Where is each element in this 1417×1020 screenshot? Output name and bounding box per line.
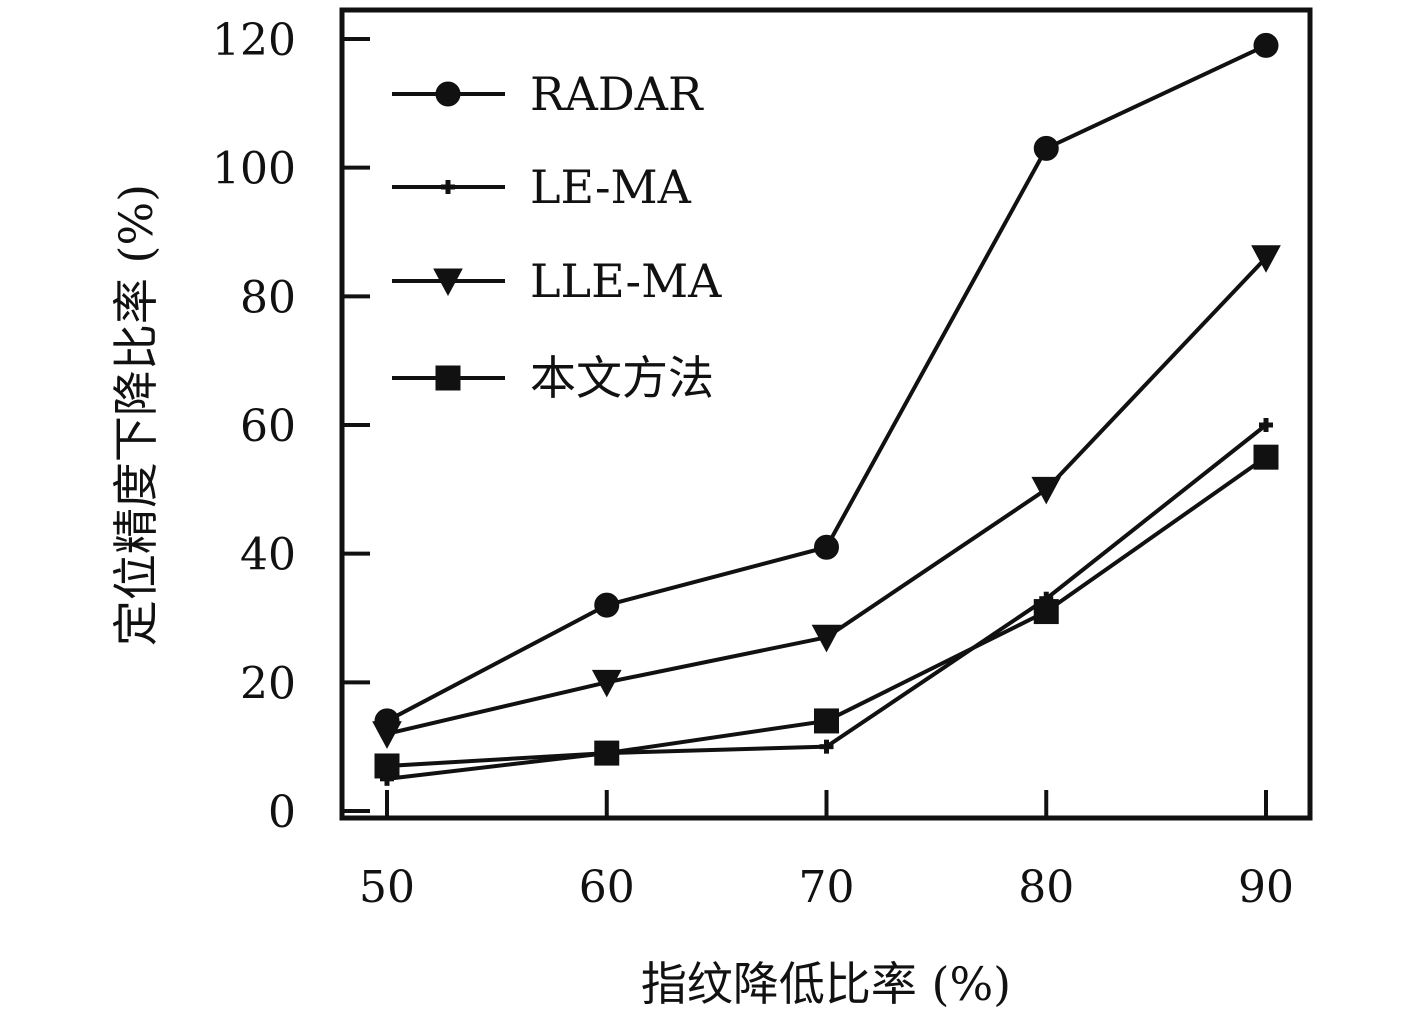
legend-marker [435, 81, 461, 107]
y-tick-label: 80 [240, 272, 296, 323]
data-point [1033, 599, 1059, 625]
x-axis: 50 60 70 80 90 [359, 790, 1294, 913]
series-line [386, 43, 1267, 723]
data-point [814, 708, 839, 734]
data-point [1253, 32, 1279, 58]
legend-label: LLE-MA [530, 254, 722, 308]
legend-item: RADAR [392, 67, 704, 121]
legend-marker [441, 180, 455, 194]
series-layer [372, 32, 1281, 786]
series-2 [372, 245, 1281, 749]
data-point [1031, 476, 1062, 505]
plot-frame [339, 7, 1313, 821]
legend-item: 本文方法 [392, 351, 714, 405]
legend-item: LLE-MA [392, 254, 722, 308]
series-0 [374, 32, 1279, 734]
legend-item: LE-MA [392, 160, 692, 214]
y-tick-label: 40 [240, 530, 296, 581]
legend-marker [435, 365, 461, 391]
data-point [594, 740, 620, 766]
series-3 [374, 444, 1279, 779]
x-tick-label: 70 [799, 862, 855, 913]
data-point [1251, 245, 1281, 273]
y-axis: 0 20 40 60 80 100 120 [212, 15, 370, 838]
legend-marker [433, 268, 463, 297]
data-point [374, 753, 400, 779]
data-point [594, 592, 620, 618]
data-point [1259, 418, 1273, 432]
x-tick-label: 50 [359, 862, 415, 913]
x-tick-label: 80 [1018, 862, 1074, 913]
y-tick-label: 100 [212, 144, 296, 195]
data-point [1253, 444, 1279, 470]
series-line [386, 256, 1268, 736]
data-point [591, 669, 622, 698]
x-tick-label: 90 [1238, 862, 1294, 913]
data-point [372, 721, 402, 749]
y-tick-label: 120 [212, 15, 296, 66]
data-point [1033, 135, 1059, 161]
x-axis-label: 指纹降低比率 (%) [641, 957, 1011, 1011]
y-tick-label: 60 [240, 401, 296, 452]
y-tick-label: 0 [268, 787, 296, 838]
data-point [811, 624, 842, 653]
x-tick-label: 60 [579, 862, 635, 913]
y-axis-label: 定位精度下降比率 (%) [109, 184, 163, 646]
legend-label: LE-MA [530, 160, 692, 214]
data-point [814, 534, 839, 560]
y-tick-label: 20 [240, 658, 296, 709]
legend-label: 本文方法 [530, 351, 714, 405]
legend: RADAR LE-MA LLE-MA 本文方法 [392, 67, 722, 405]
legend-label: RADAR [530, 67, 704, 121]
data-point [819, 739, 834, 754]
